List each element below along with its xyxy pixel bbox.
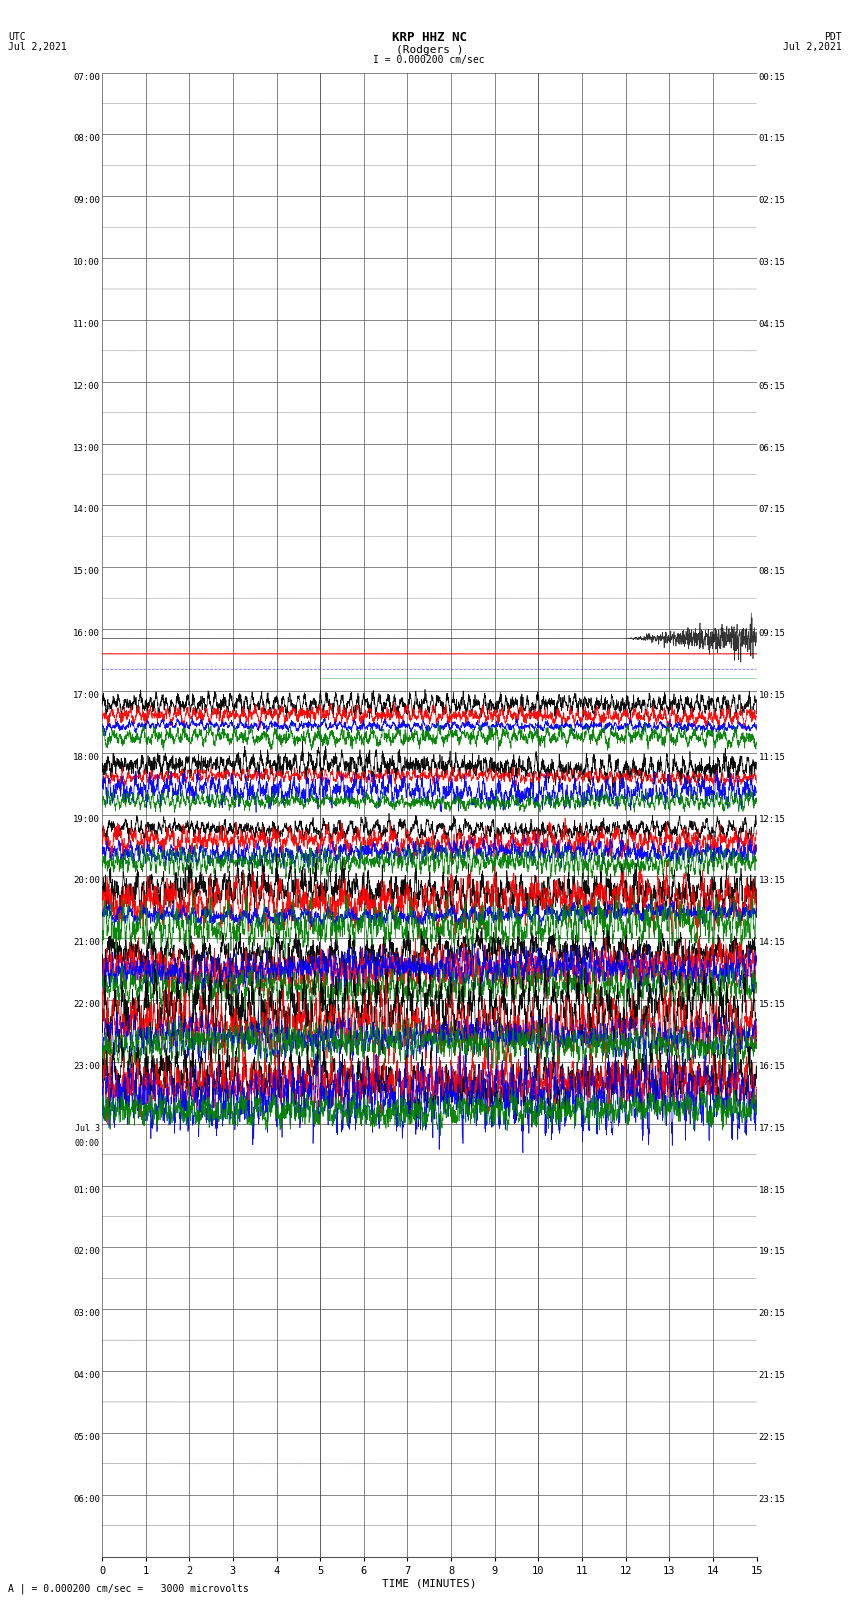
Text: 06:15: 06:15: [759, 444, 785, 453]
Text: A | = 0.000200 cm/sec =   3000 microvolts: A | = 0.000200 cm/sec = 3000 microvolts: [8, 1582, 249, 1594]
Text: 07:00: 07:00: [73, 73, 99, 82]
Text: UTC: UTC: [8, 32, 26, 42]
Text: 19:00: 19:00: [73, 815, 99, 824]
Text: 12:00: 12:00: [73, 382, 99, 390]
Text: 11:15: 11:15: [759, 753, 785, 761]
Text: 10:15: 10:15: [759, 690, 785, 700]
Text: 16:00: 16:00: [73, 629, 99, 639]
Text: Jul 3: Jul 3: [75, 1124, 99, 1132]
Text: 18:15: 18:15: [759, 1186, 785, 1195]
Text: PDT: PDT: [824, 32, 842, 42]
Text: 04:00: 04:00: [73, 1371, 99, 1381]
Text: 14:00: 14:00: [73, 505, 99, 515]
Text: Jul 2,2021: Jul 2,2021: [8, 42, 67, 52]
Text: 02:15: 02:15: [759, 197, 785, 205]
Text: 01:00: 01:00: [73, 1186, 99, 1195]
Text: 17:00: 17:00: [73, 690, 99, 700]
Text: 19:15: 19:15: [759, 1247, 785, 1257]
X-axis label: TIME (MINUTES): TIME (MINUTES): [382, 1579, 477, 1589]
Text: 08:00: 08:00: [73, 134, 99, 144]
Text: 00:15: 00:15: [759, 73, 785, 82]
Text: 17:15: 17:15: [759, 1124, 785, 1132]
Text: 01:15: 01:15: [759, 134, 785, 144]
Text: 18:00: 18:00: [73, 753, 99, 761]
Text: 11:00: 11:00: [73, 319, 99, 329]
Text: 23:15: 23:15: [759, 1495, 785, 1503]
Text: 03:15: 03:15: [759, 258, 785, 268]
Text: 03:00: 03:00: [73, 1310, 99, 1318]
Text: 23:00: 23:00: [73, 1061, 99, 1071]
Text: 06:00: 06:00: [73, 1495, 99, 1503]
Text: 20:00: 20:00: [73, 876, 99, 886]
Text: 21:15: 21:15: [759, 1371, 785, 1381]
Text: 22:15: 22:15: [759, 1432, 785, 1442]
Text: 20:15: 20:15: [759, 1310, 785, 1318]
Text: 02:00: 02:00: [73, 1247, 99, 1257]
Text: I = 0.000200 cm/sec: I = 0.000200 cm/sec: [373, 55, 485, 65]
Text: 12:15: 12:15: [759, 815, 785, 824]
Text: (Rodgers ): (Rodgers ): [395, 45, 463, 55]
Text: 10:00: 10:00: [73, 258, 99, 268]
Text: 15:00: 15:00: [73, 568, 99, 576]
Text: 13:00: 13:00: [73, 444, 99, 453]
Text: 13:15: 13:15: [759, 876, 785, 886]
Text: Jul 2,2021: Jul 2,2021: [783, 42, 842, 52]
Text: 09:00: 09:00: [73, 197, 99, 205]
Text: 14:15: 14:15: [759, 939, 785, 947]
Text: KRP HHZ NC: KRP HHZ NC: [392, 31, 467, 44]
Text: 05:15: 05:15: [759, 382, 785, 390]
Text: 08:15: 08:15: [759, 568, 785, 576]
Text: 04:15: 04:15: [759, 319, 785, 329]
Text: 05:00: 05:00: [73, 1432, 99, 1442]
Text: 15:15: 15:15: [759, 1000, 785, 1010]
Text: 00:00: 00:00: [75, 1139, 99, 1148]
Text: 07:15: 07:15: [759, 505, 785, 515]
Text: 22:00: 22:00: [73, 1000, 99, 1010]
Text: 09:15: 09:15: [759, 629, 785, 639]
Text: 16:15: 16:15: [759, 1061, 785, 1071]
Text: 21:00: 21:00: [73, 939, 99, 947]
